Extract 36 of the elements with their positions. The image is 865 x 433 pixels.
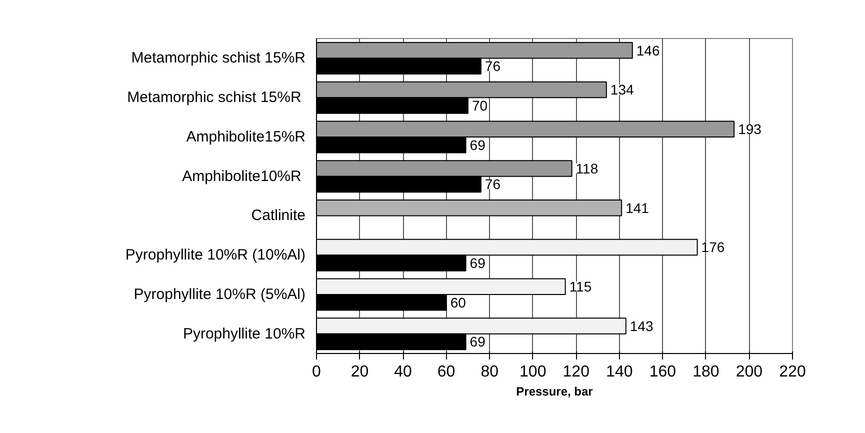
x-tick-label: 20 xyxy=(350,364,369,380)
data-label: 60 xyxy=(450,294,466,310)
data-label: 69 xyxy=(470,334,486,350)
data-label: 118 xyxy=(576,160,598,176)
x-tick-label: 40 xyxy=(394,364,412,380)
data-label: 115 xyxy=(569,278,592,295)
data-label: 134 xyxy=(610,82,634,98)
x-tick-label: 0 xyxy=(312,364,322,380)
data-label: 176 xyxy=(701,239,725,256)
data-label: 76 xyxy=(484,58,501,74)
x-tick-label: 80 xyxy=(480,364,499,380)
x-tick-label: 140 xyxy=(606,364,633,380)
y-tick-label: Metamorphic schist 15%R xyxy=(131,50,306,67)
y-tick-label: Pyrophyllite 10%R (10%Al) xyxy=(125,246,306,264)
y-tick-label: Pyrophyllite 10%R (5%Al) xyxy=(134,286,306,303)
x-axis-title: Pressure, bar xyxy=(516,384,594,398)
x-tick-label: 200 xyxy=(736,364,763,380)
data-label: 143 xyxy=(630,318,654,334)
data-label: 69 xyxy=(470,136,486,153)
data-label: 69 xyxy=(470,254,486,271)
y-tick-label: Amphibolite10%R xyxy=(182,168,302,185)
y-tick-label: Amphibolite15%R xyxy=(186,128,306,146)
x-tick-label: 60 xyxy=(437,364,456,380)
x-tick-label: 180 xyxy=(692,364,720,380)
data-label: 146 xyxy=(636,42,660,58)
x-tick-label: 220 xyxy=(779,364,806,380)
x-tick-label: 160 xyxy=(649,364,676,380)
data-label: 76 xyxy=(484,176,501,192)
data-label: 70 xyxy=(472,97,488,114)
x-tick-label: 120 xyxy=(562,364,590,380)
y-tick-label: Metamorphic schist 15%R xyxy=(127,89,302,106)
data-label: 193 xyxy=(738,121,762,138)
y-tick-label: Catlinite xyxy=(251,207,306,224)
data-label: 141 xyxy=(626,200,650,216)
y-tick-label: Pyrophyllite 10%R xyxy=(182,325,306,342)
x-tick-label: 100 xyxy=(520,364,546,380)
